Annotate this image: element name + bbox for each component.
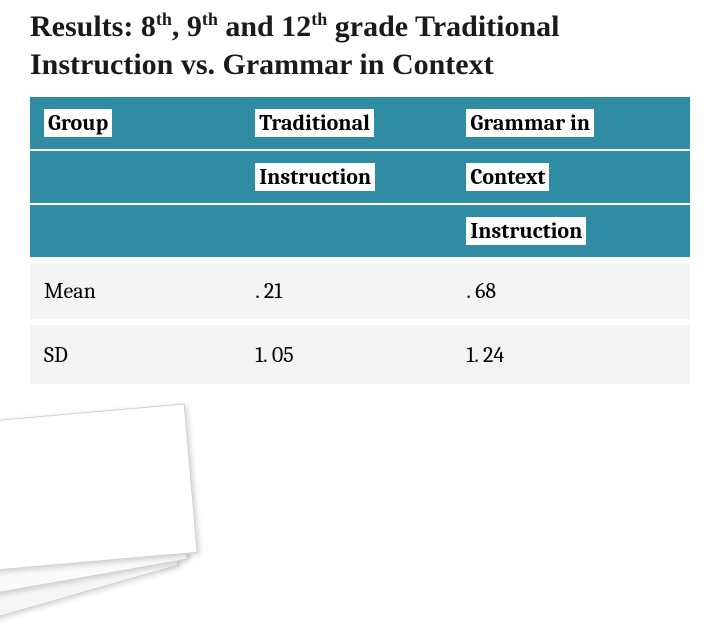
hdr-cell-empty: [30, 204, 241, 260]
row-val-trad: 1. 05: [241, 322, 452, 384]
slide-title: Results: 8th, 9th and 12th grade Traditi…: [0, 0, 720, 83]
hdr-cell-gic1: Grammar in: [452, 97, 690, 150]
table-row: SD 1. 05 1. 24: [30, 322, 690, 384]
hdr-cell-empty: [30, 150, 241, 204]
title-sup2: th: [202, 9, 218, 29]
hdr-cell-trad1: Traditional: [241, 97, 452, 150]
hdr-cell-empty: [241, 204, 452, 260]
hdr-cell-trad2: Instruction: [241, 150, 452, 204]
hdr-cell-gic3: Instruction: [452, 204, 690, 260]
row-val-gic: . 68: [452, 260, 690, 322]
hdr-cell-gic2: Context: [452, 150, 690, 204]
title-mid2: and 12: [218, 10, 311, 43]
hdr-label: Instruction: [255, 163, 375, 191]
paper-sheet-icon: [0, 412, 188, 600]
paper-sheet-icon: [0, 403, 198, 572]
table-row: Mean . 21 . 68: [30, 260, 690, 322]
hdr-cell-group: Group: [30, 97, 241, 150]
results-table: Group Traditional Grammar in Instruction…: [30, 97, 690, 384]
hdr-label: Instruction: [466, 217, 586, 245]
title-prefix: Results: 8: [30, 10, 156, 43]
row-label: SD: [30, 322, 241, 384]
header-row-1: Group Traditional Grammar in: [30, 97, 690, 150]
hdr-label: Group: [44, 109, 112, 137]
header-row-3: Instruction: [30, 204, 690, 260]
hdr-label: Grammar in: [466, 109, 594, 137]
row-val-trad: . 21: [241, 260, 452, 322]
title-sup3: th: [311, 9, 327, 29]
row-val-gic: 1. 24: [452, 322, 690, 384]
hdr-label: Context: [466, 163, 549, 191]
title-sup1: th: [156, 9, 172, 29]
corner-decoration-icon: [0, 388, 227, 632]
title-mid1: , 9: [172, 10, 202, 43]
hdr-label: Traditional: [255, 109, 374, 137]
header-row-2: Instruction Context: [30, 150, 690, 204]
paper-sheet-icon: [0, 421, 179, 629]
row-label: Mean: [30, 260, 241, 322]
results-table-wrap: Group Traditional Grammar in Instruction…: [0, 83, 720, 384]
